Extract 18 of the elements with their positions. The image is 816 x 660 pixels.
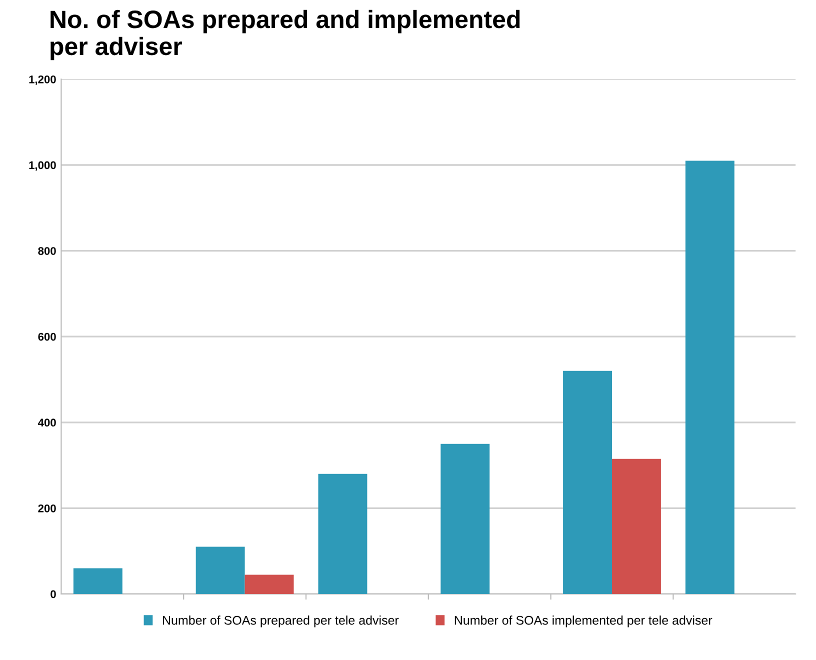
bar	[244, 574, 294, 594]
legend-label: Number of SOAs implemented per tele adviser	[454, 616, 712, 628]
legend-label: Number of SOAs prepared per tele adviser	[163, 616, 399, 628]
y-tick-label: 600	[38, 332, 56, 341]
y-tick-label: 1,200	[29, 75, 56, 85]
chart-title: No. of SOAs prepared and implemented per adviser	[50, 10, 520, 60]
y-tick-label: 200	[38, 504, 56, 512]
y-tick-label: 400	[38, 418, 56, 427]
bar	[73, 568, 122, 594]
bar	[440, 444, 490, 594]
y-tick-label: 1,000	[29, 161, 56, 171]
y-tick-label: 800	[38, 247, 56, 255]
bar	[196, 546, 245, 594]
y-tick-label: 0	[50, 590, 56, 598]
bar	[318, 474, 368, 594]
bar	[563, 370, 612, 594]
bar	[612, 458, 661, 594]
bar	[685, 160, 734, 594]
